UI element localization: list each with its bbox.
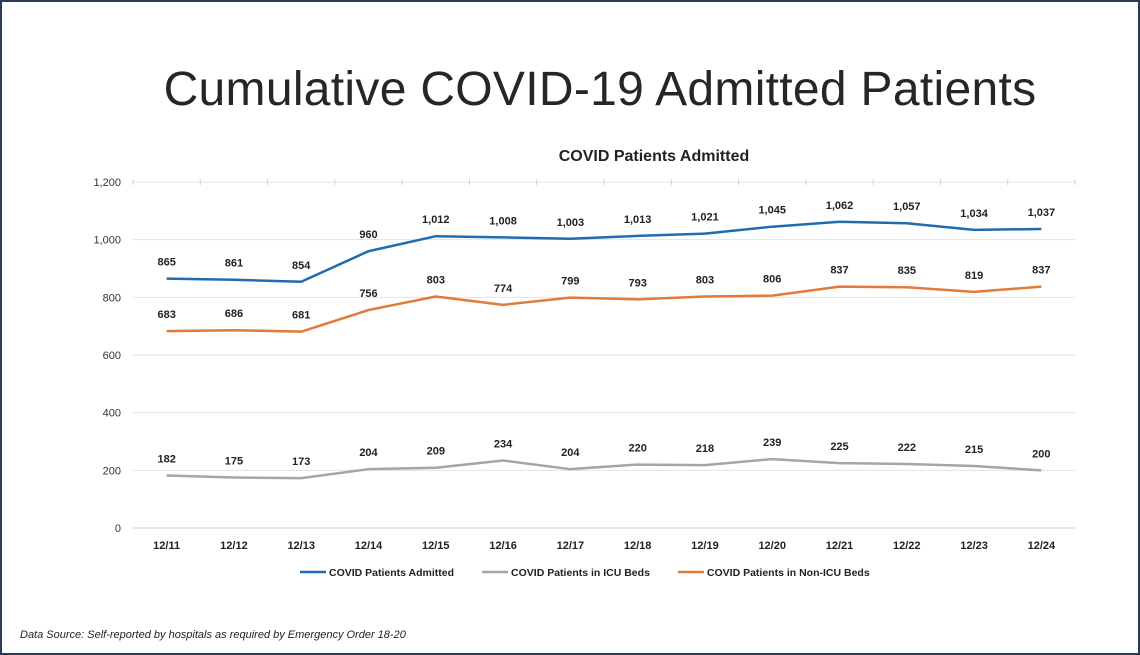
data-label: 222 <box>898 442 916 454</box>
slide-title: Cumulative COVID-19 Admitted Patients <box>163 63 1037 116</box>
series-line-1 <box>166 457 1042 480</box>
data-label: 218 <box>696 443 714 455</box>
data-label: 835 <box>898 265 916 277</box>
data-label: 220 <box>628 443 646 455</box>
data-label: 686 <box>225 308 243 320</box>
y-tick-label: 1,000 <box>93 235 121 247</box>
x-tick-label: 12/17 <box>557 540 585 552</box>
data-label: 793 <box>628 277 646 289</box>
data-label: 837 <box>830 265 848 277</box>
data-label: 175 <box>225 456 243 468</box>
series-line-2 <box>166 285 1042 333</box>
data-label: 803 <box>696 274 714 286</box>
data-label: 182 <box>157 454 175 466</box>
data-label: 1,021 <box>691 212 719 224</box>
data-label: 756 <box>359 288 377 300</box>
x-tick-label: 12/21 <box>826 540 854 552</box>
data-label: 1,012 <box>422 214 450 226</box>
y-tick-label: 0 <box>115 523 121 535</box>
legend-label: COVID Patients in Non-ICU Beds <box>707 567 870 579</box>
x-tick-label: 12/14 <box>355 540 383 552</box>
x-tick-label: 12/19 <box>691 540 719 552</box>
data-label: 681 <box>292 310 310 322</box>
x-tick-label: 12/22 <box>893 540 921 552</box>
data-label: 1,062 <box>826 200 854 212</box>
data-label: 837 <box>1032 265 1050 277</box>
data-label: 204 <box>561 447 580 459</box>
data-label: 1,057 <box>893 201 921 213</box>
data-label: 1,013 <box>624 214 652 226</box>
chart-title: COVID Patients Admitted <box>559 148 750 165</box>
data-label: 173 <box>292 456 310 468</box>
data-label: 1,045 <box>758 205 786 217</box>
data-label: 209 <box>427 446 445 458</box>
data-source-footer: Data Source: Self-reported by hospitals … <box>20 629 406 641</box>
x-tick-label: 12/11 <box>153 540 180 552</box>
data-label: 1,034 <box>960 208 988 220</box>
x-tick-label: 12/24 <box>1028 540 1056 552</box>
data-label: 854 <box>292 260 311 272</box>
data-label: 819 <box>965 270 983 282</box>
data-label: 683 <box>157 309 175 321</box>
series-line-0 <box>166 220 1042 284</box>
x-tick-label: 12/20 <box>758 540 786 552</box>
x-tick-label: 12/15 <box>422 540 450 552</box>
data-label: 865 <box>157 257 175 269</box>
x-tick-label: 12/13 <box>287 540 315 552</box>
data-label: 1,003 <box>557 217 585 229</box>
data-label: 1,037 <box>1028 207 1056 219</box>
data-label: 803 <box>427 274 445 286</box>
data-label: 225 <box>830 441 848 453</box>
y-tick-label: 600 <box>103 350 121 362</box>
data-label: 799 <box>561 276 579 288</box>
data-label: 215 <box>965 444 983 456</box>
x-tick-label: 12/23 <box>960 540 988 552</box>
x-tick-label: 12/12 <box>220 540 248 552</box>
legend-label: COVID Patients in ICU Beds <box>511 567 650 579</box>
data-label: 774 <box>494 283 513 295</box>
data-label: 234 <box>494 439 513 451</box>
data-label: 239 <box>763 437 781 449</box>
y-tick-label: 200 <box>103 465 121 477</box>
y-tick-label: 800 <box>103 292 121 304</box>
x-tick-label: 12/16 <box>489 540 517 552</box>
legend-label: COVID Patients Admitted <box>329 567 454 579</box>
data-label: 1,008 <box>489 215 517 227</box>
data-label: 204 <box>359 447 378 459</box>
data-label: 806 <box>763 274 781 286</box>
y-tick-label: 400 <box>103 408 121 420</box>
data-label: 960 <box>359 229 377 241</box>
data-label: 200 <box>1032 448 1050 460</box>
x-tick-label: 12/18 <box>624 540 652 552</box>
y-tick-label: 1,200 <box>93 177 121 189</box>
data-label: 861 <box>225 258 243 270</box>
